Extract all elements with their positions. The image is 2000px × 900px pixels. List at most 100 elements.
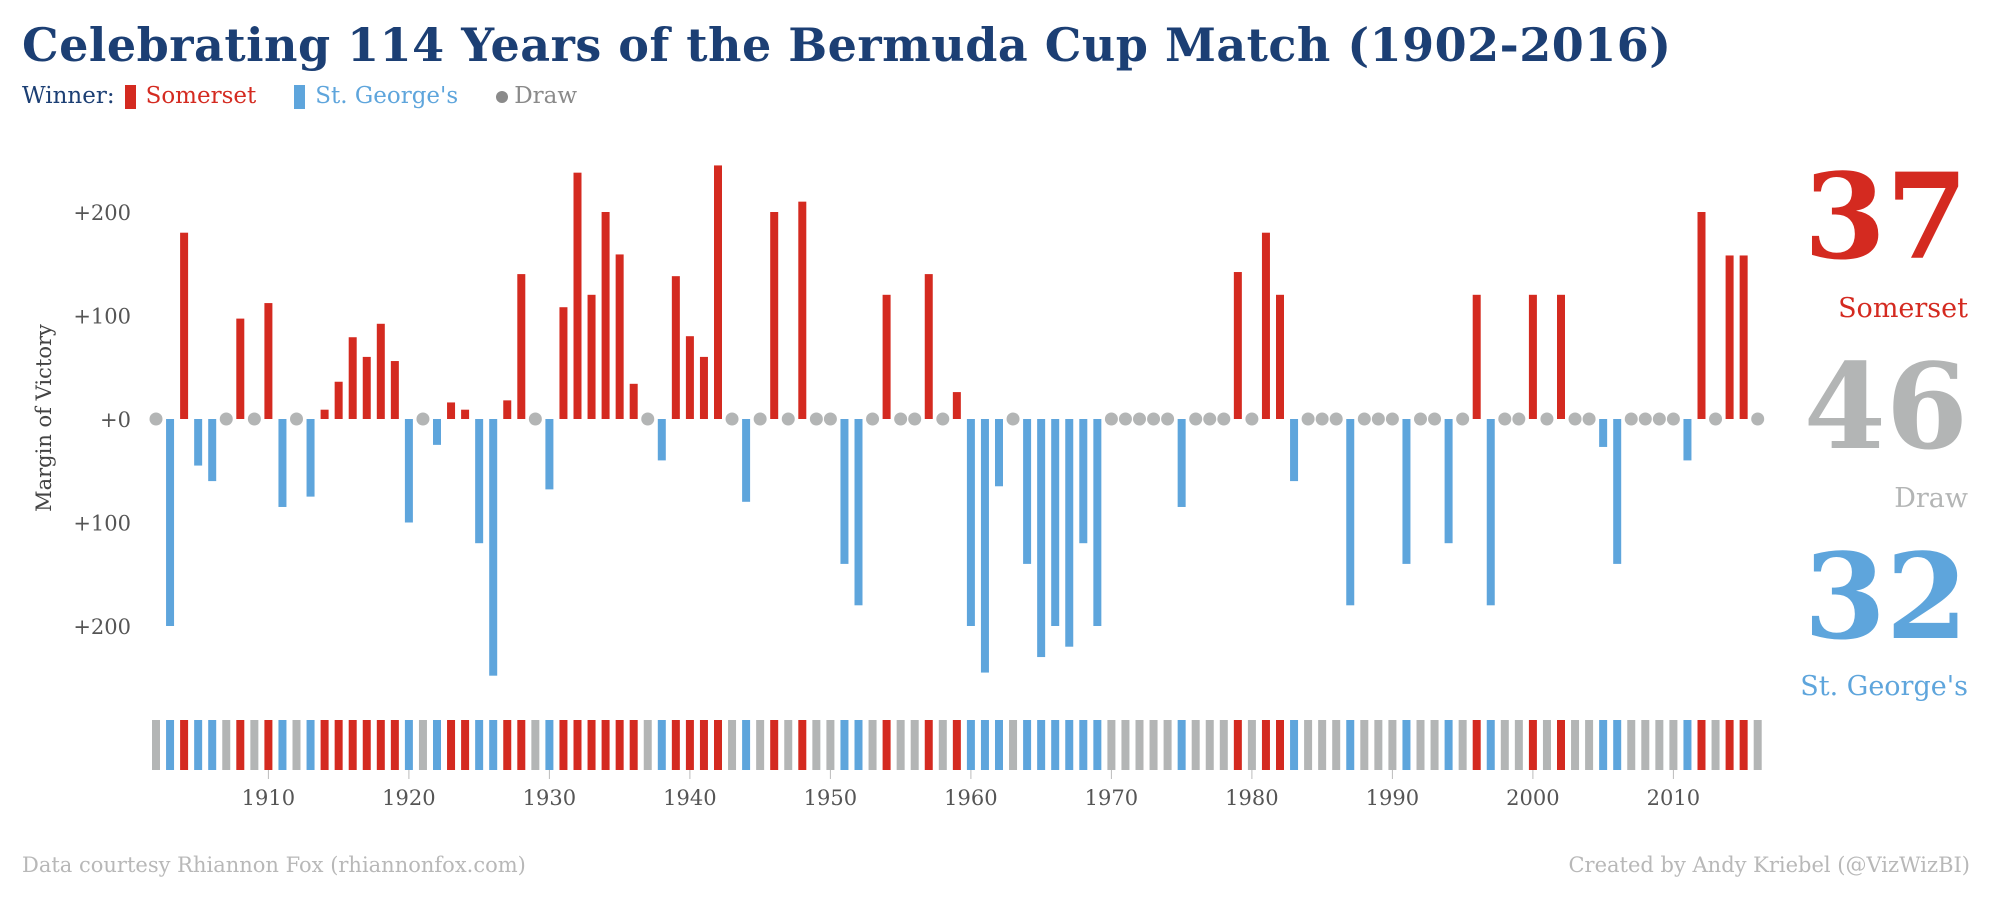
winner-strip-cell [1037,720,1046,770]
winner-strip-cell [264,720,273,770]
winner-strip-cell [1416,720,1425,770]
x-tick-label: 1940 [663,786,716,810]
draw-dot [641,412,655,426]
legend-label-draw: Draw [514,83,578,109]
margin-bar [1557,294,1565,419]
margin-bar [1725,255,1734,419]
winner-strip-cell [1739,720,1748,770]
winner-strip-cell [1219,720,1228,770]
winner-strip-cell [854,720,863,770]
draw-dot [1147,412,1161,426]
margin-bar [924,274,933,419]
winner-strip-cell [1135,720,1144,770]
winner-strip-cell [447,720,456,770]
winner-strip-cell [1486,720,1495,770]
winner-strip-cell [194,720,203,770]
winner-strip-cell [1023,720,1032,770]
draw-dot [1456,412,1470,426]
margin-bar [671,276,680,419]
winner-strip-cell [1093,720,1102,770]
draw-dot [781,412,795,426]
margin-bar [1613,419,1622,564]
winner-strip-cell [1163,720,1172,770]
winner-strip-cell [1205,720,1214,770]
winner-strip-cell [1079,720,1088,770]
winner-strip-cell [1444,720,1453,770]
winner-strip-cell [629,720,638,770]
winner-strip-cell [362,720,371,770]
winner-strip-cell [882,720,891,770]
winner-strip-cell [699,720,708,770]
legend-item-draw: Draw [496,83,577,109]
margin-bar [1486,419,1495,606]
winner-strip-cell [980,720,989,770]
winner-strip-cell [1571,720,1580,770]
margin-bar [1051,419,1060,626]
draw-dot [416,412,430,426]
winner-strip-cell [952,720,961,770]
winner-strip-cell [166,720,175,770]
winner-strip-cell [292,720,301,770]
winner-strip-cell [278,720,287,770]
winner-strip-cell [896,720,905,770]
winner-strip-cell [742,720,751,770]
margin-bar [1472,294,1481,419]
x-tick-label: 1930 [523,786,576,810]
legend-item-stgeorges: St. George's [294,83,458,109]
winner-strip-cell [1683,720,1692,770]
winner-strip-cell [222,720,231,770]
winner-strip-cell [1655,720,1664,770]
winner-strip-cell [208,720,217,770]
winner-strip-cell [545,720,554,770]
margin-bar [1290,419,1299,482]
winner-strip-cell [714,720,722,770]
winner-strip-cell [1374,720,1383,770]
winner-strip-cell [1599,720,1608,770]
draw-dot [1638,412,1652,426]
draw-dot [1006,412,1020,426]
winner-strip-cell [404,720,413,770]
margin-bar [1697,212,1706,419]
margin-bar [699,356,708,419]
x-tick-label: 1910 [242,786,295,810]
winner-strip-cell [1177,720,1186,770]
draw-dot [1161,412,1175,426]
margin-bar [1079,419,1088,544]
y-tick-label: +100 [73,512,131,536]
chart-title: Celebrating 114 Years of the Bermuda Cup… [22,18,1672,72]
margin-bar [1233,272,1242,419]
winner-strip-cell [1191,720,1200,770]
winner-strip-cell [1332,720,1341,770]
margin-bar [320,409,329,419]
margin-bar [208,419,217,482]
margin-bar [447,402,456,419]
margin-bar [840,419,849,564]
margin-bar [517,274,526,419]
draw-dot [936,412,950,426]
winner-strip-cell [784,720,793,770]
winner-strip-cell [1627,720,1636,770]
winner-strip-cell [1585,720,1594,770]
margin-bar [404,419,413,523]
draw-dot [1428,412,1442,426]
winner-strip-cell [924,720,933,770]
draw-dot [1329,412,1343,426]
winner-strip-cell [1304,720,1313,770]
winner-strip-cell [756,720,765,770]
draw-dot [894,412,908,426]
margin-bar [615,254,624,419]
margin-bar [461,409,470,419]
winner-strip-cell [1430,720,1439,770]
x-tick-label: 1950 [804,786,857,810]
draw-dot [1498,412,1512,426]
margin-bar [1177,419,1186,507]
winner-strip-cell [559,720,568,770]
draw-dot [1118,412,1132,426]
draw-dot [1315,412,1329,426]
total-stgeorges-count: 32 [1804,527,1968,666]
winner-strip-cell [1402,720,1411,770]
margin-bar [1599,419,1608,447]
winner-strip-cell [503,720,512,770]
winner-strip-cell [995,720,1003,770]
